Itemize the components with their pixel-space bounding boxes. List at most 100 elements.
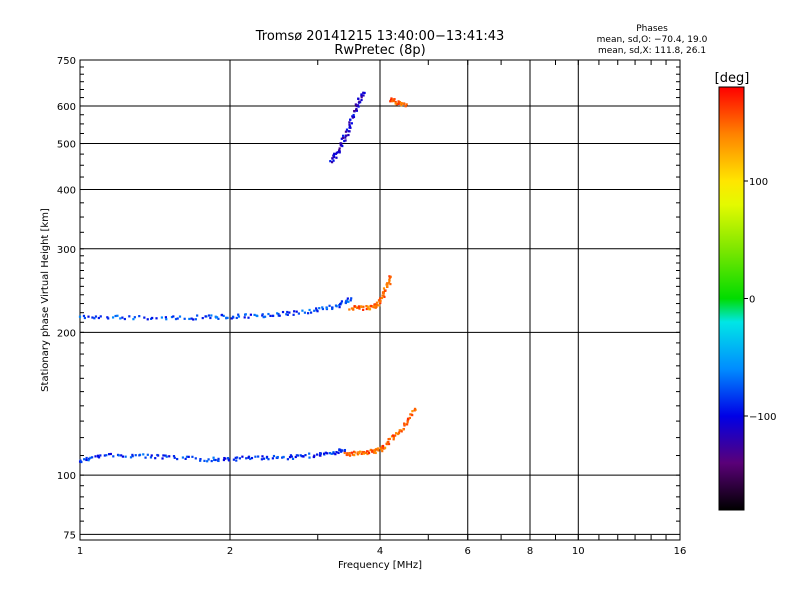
data-point [399,101,403,105]
data-point [411,413,414,417]
data-point [371,450,374,453]
data-point [174,317,178,321]
data-point [350,451,353,454]
data-point [112,455,115,458]
data-point [213,458,216,462]
data-point [373,305,376,308]
data-point [297,312,300,315]
data-point [235,316,238,320]
trace [389,97,408,108]
data-point [217,317,220,320]
data-point [360,96,363,99]
data-point [384,289,387,292]
data-point [360,98,363,102]
data-point [96,454,100,457]
data-point [184,457,187,460]
data-point [300,455,303,458]
data-point [85,456,88,460]
data-point [138,454,141,457]
data-point [261,313,264,316]
data-point [387,441,390,444]
axes: 1 2 4 6 8 10 16 75 100 200 300 400 500 600 750 [57,56,686,557]
data-point [235,459,238,462]
data-point [390,97,393,100]
data-point [347,130,350,133]
data-point [378,297,382,300]
data-point [350,122,353,125]
data-point [376,303,379,307]
data-point [411,410,414,413]
data-point [344,139,347,142]
data-point [105,454,108,457]
data-point [377,449,380,452]
data-point [385,442,388,445]
data-point [348,123,351,126]
data-point [355,104,358,108]
data-point [290,455,293,458]
data-point [380,445,384,448]
data-point [401,102,404,105]
data-point [78,315,82,318]
y-tick-label: 75 [63,530,76,541]
data-point [194,318,197,321]
data-point [121,455,125,458]
x-tick-label: 8 [527,546,533,557]
data-point [247,316,250,319]
data-point [262,316,265,319]
data-point [331,157,334,160]
data-point [367,451,371,455]
data-point [348,125,352,128]
data-point [178,315,182,318]
data-point [328,452,332,455]
data-point [355,306,359,309]
data-point [341,449,344,452]
data-point [151,316,154,320]
data-point [324,451,327,454]
data-point [394,102,397,105]
data-point [170,315,174,319]
data-point [225,317,228,320]
data-point [371,449,374,452]
data-point [124,455,127,458]
colorbar-tick-label: −100 [749,412,776,423]
data-point [380,296,384,300]
data-point [237,315,241,318]
data-point [362,94,365,97]
data-point [349,299,352,302]
data-point [335,156,338,159]
data-point [107,453,111,456]
data-point [121,316,124,319]
colorbar-tick-label: 100 [749,177,768,188]
data-point [362,452,365,455]
data-point [409,413,412,416]
data-point [348,121,351,124]
data-point [292,313,295,316]
data-point [263,315,267,318]
data-point [370,305,373,308]
data-point [343,450,346,453]
data-point [172,455,176,458]
data-point [235,456,239,459]
y-axis-label: Stationary phase Virtual Height [km] [40,208,51,392]
data-point [241,455,244,458]
data-point [388,437,391,441]
data-point [245,457,248,460]
data-point [365,307,368,311]
data-point [192,318,195,321]
data-point [293,310,296,313]
data-point [381,294,384,297]
data-point [107,317,110,320]
data-point [334,152,338,155]
data-point [183,317,186,320]
data-point [143,316,146,319]
data-point [131,455,134,458]
data-point [360,452,363,456]
data-point [379,446,382,450]
data-point [156,453,159,457]
data-point [346,452,349,455]
data-point [277,312,280,316]
data-point [79,459,82,462]
data-point [331,307,334,311]
data-point [313,309,316,312]
data-point [106,316,109,319]
